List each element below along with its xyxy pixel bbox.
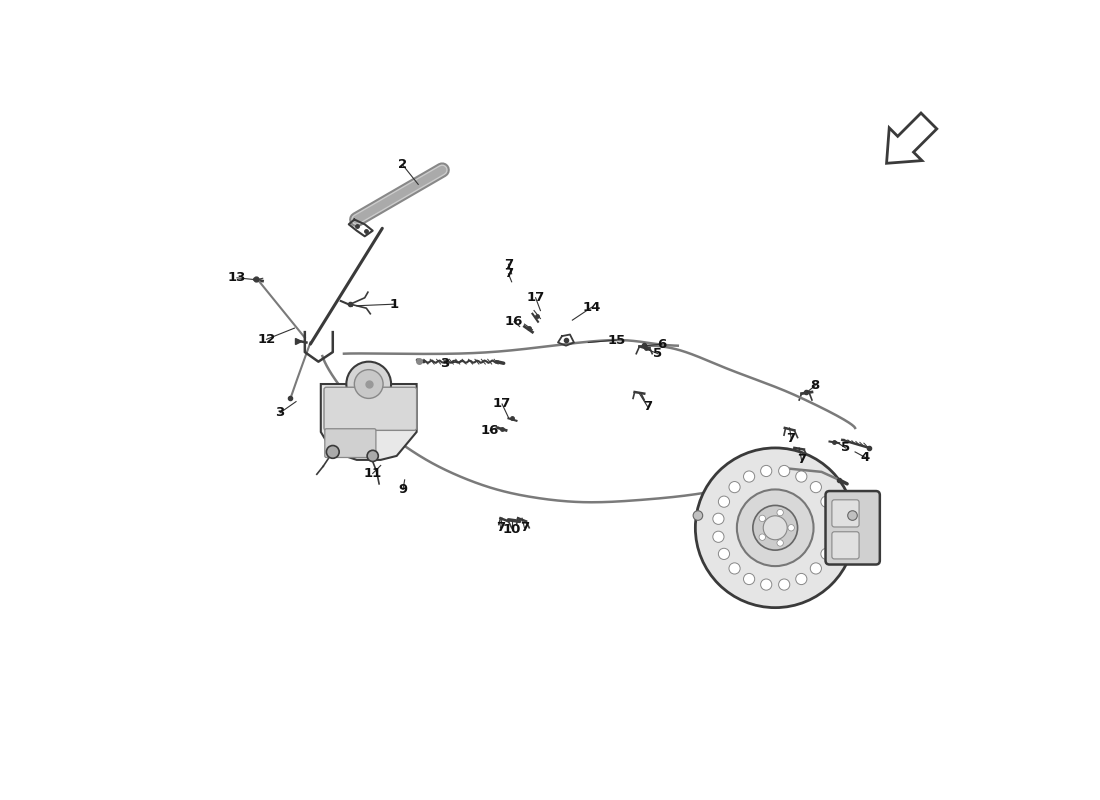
Circle shape <box>788 525 794 531</box>
Text: 8: 8 <box>811 379 819 392</box>
FancyBboxPatch shape <box>324 387 417 430</box>
FancyBboxPatch shape <box>324 429 376 458</box>
Circle shape <box>759 515 766 522</box>
Circle shape <box>777 540 783 546</box>
Circle shape <box>718 548 729 559</box>
Text: 1: 1 <box>389 298 399 310</box>
Circle shape <box>811 563 822 574</box>
Circle shape <box>354 370 383 398</box>
Text: 10: 10 <box>503 523 521 536</box>
Text: 7: 7 <box>642 400 652 413</box>
FancyBboxPatch shape <box>832 532 859 559</box>
Circle shape <box>729 563 740 574</box>
Text: 17: 17 <box>493 398 512 410</box>
Circle shape <box>779 579 790 590</box>
Text: 5: 5 <box>653 347 662 360</box>
Circle shape <box>695 448 855 608</box>
Text: 5: 5 <box>840 442 850 454</box>
Text: 7: 7 <box>504 267 513 280</box>
Text: 3: 3 <box>440 357 449 370</box>
Polygon shape <box>887 113 937 163</box>
Circle shape <box>760 579 772 590</box>
Text: 7: 7 <box>504 258 513 270</box>
Text: 17: 17 <box>527 291 544 304</box>
Text: 7: 7 <box>786 432 795 445</box>
Text: 4: 4 <box>861 451 870 464</box>
Circle shape <box>713 513 724 524</box>
Text: 11: 11 <box>364 467 382 480</box>
Circle shape <box>760 466 772 477</box>
Circle shape <box>821 496 832 507</box>
Circle shape <box>729 482 740 493</box>
Circle shape <box>821 548 832 559</box>
Circle shape <box>693 510 703 520</box>
Text: 15: 15 <box>607 334 626 346</box>
Text: 16: 16 <box>481 424 499 437</box>
Circle shape <box>744 471 755 482</box>
Circle shape <box>367 450 378 462</box>
Text: 7: 7 <box>496 522 505 534</box>
Circle shape <box>752 506 798 550</box>
Text: 7: 7 <box>798 454 806 466</box>
Circle shape <box>777 510 783 516</box>
Text: 9: 9 <box>398 483 408 496</box>
Circle shape <box>737 490 814 566</box>
Text: 12: 12 <box>257 333 276 346</box>
Circle shape <box>779 466 790 477</box>
Circle shape <box>795 574 807 585</box>
Text: 13: 13 <box>228 271 246 284</box>
Text: 3: 3 <box>275 406 285 419</box>
Circle shape <box>826 531 837 542</box>
Circle shape <box>795 471 807 482</box>
Circle shape <box>811 482 822 493</box>
FancyBboxPatch shape <box>832 500 859 527</box>
Circle shape <box>759 534 766 540</box>
Circle shape <box>713 531 724 542</box>
Circle shape <box>346 362 392 406</box>
Text: 7: 7 <box>520 522 529 534</box>
Text: 14: 14 <box>582 301 601 314</box>
Circle shape <box>826 513 837 524</box>
Text: 16: 16 <box>505 315 524 328</box>
Circle shape <box>744 574 755 585</box>
Polygon shape <box>321 384 417 460</box>
FancyBboxPatch shape <box>825 491 880 565</box>
Text: 2: 2 <box>398 158 407 171</box>
Circle shape <box>327 446 339 458</box>
Text: 6: 6 <box>657 338 667 350</box>
Circle shape <box>718 496 729 507</box>
Circle shape <box>763 516 788 540</box>
Circle shape <box>848 510 857 520</box>
